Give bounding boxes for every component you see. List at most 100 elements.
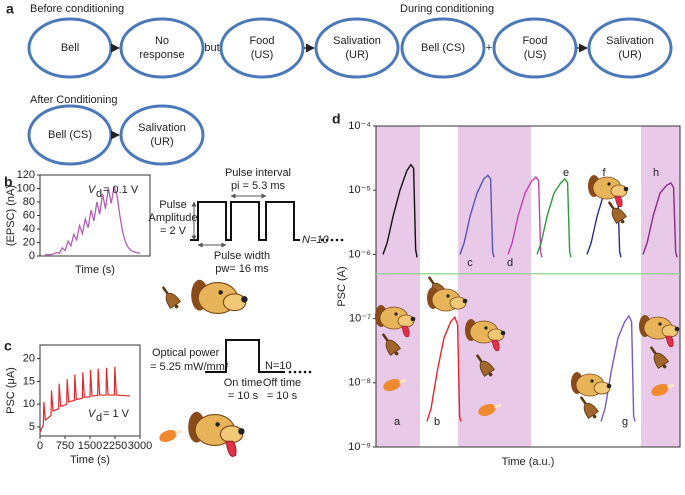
shaded-region	[641, 126, 680, 447]
dog-eye	[446, 294, 450, 298]
inset-text: = 10 s	[267, 390, 298, 402]
y-tick-label: 120	[17, 169, 35, 181]
y-tick-label: 10⁻⁹	[348, 441, 371, 453]
node-label: (US)	[524, 49, 547, 61]
bell-handle	[649, 346, 657, 355]
y-axis-label: PSC (A)	[336, 266, 348, 306]
dog-icon	[191, 279, 248, 314]
dog-nose	[623, 186, 629, 192]
y-tick-label: 10⁻⁷	[349, 313, 371, 325]
bell-body	[165, 292, 181, 309]
bell-clapper	[394, 351, 399, 356]
bell-icon	[649, 346, 669, 369]
bell-icon	[579, 396, 599, 419]
bell-body	[479, 360, 495, 377]
x-tick-label: 0	[37, 440, 43, 452]
bell-icon	[161, 286, 181, 309]
dog-eye	[215, 422, 220, 427]
data-line	[642, 181, 678, 258]
y-tick-label: 20	[23, 353, 35, 365]
shaded-region	[458, 126, 531, 447]
panel-label: b	[4, 174, 13, 190]
panel-label: d	[332, 111, 341, 127]
y-tick-label: 5	[29, 421, 35, 433]
data-line	[507, 176, 543, 258]
food-icon	[383, 378, 407, 392]
y-tick-label: 80	[23, 196, 35, 208]
node-label: (US)	[251, 49, 274, 61]
inset-text: = 2 V	[160, 225, 187, 237]
x-axis-label: Time (s)	[75, 264, 115, 276]
node-label: Salivation	[333, 35, 381, 47]
plot-frame	[375, 125, 681, 448]
x-axis-label: Time (a.u.)	[502, 456, 555, 468]
dog-icon	[588, 175, 629, 208]
data-line	[600, 314, 636, 422]
y-tick-label: 15	[23, 375, 35, 387]
dog-snout	[449, 296, 467, 310]
flow-node	[400, 17, 486, 79]
bell-clapper	[592, 414, 597, 419]
y-axis-label: (EPSC) (nA)	[5, 185, 17, 246]
annotation: = 1 V	[103, 408, 130, 420]
food-icon	[651, 383, 675, 397]
bell-handle	[579, 396, 587, 405]
bell-icon	[475, 354, 495, 377]
x-tick-label: 3000	[128, 440, 152, 452]
node-label: Bell (CS)	[421, 42, 465, 54]
connector: +	[486, 42, 492, 54]
bell-body	[385, 339, 401, 356]
dog-snout	[397, 314, 415, 328]
dog-eye	[218, 290, 223, 295]
dog-snout	[593, 381, 611, 395]
bell-clapper	[662, 364, 667, 369]
node-label: (UR)	[345, 49, 368, 61]
dog-tongue	[614, 195, 623, 208]
food-bone	[175, 429, 183, 435]
inset-text: Pulse	[159, 199, 187, 211]
node-label: Salivation	[138, 122, 186, 134]
food-icon	[159, 429, 183, 443]
food-bone	[667, 383, 675, 389]
node-label: No	[155, 35, 169, 47]
dog-eye	[484, 326, 488, 330]
y-tick-label: 10	[23, 398, 35, 410]
dog-nose	[410, 316, 416, 322]
x-tick-label: 2250	[103, 440, 127, 452]
dog-snout	[487, 328, 505, 342]
dog-nose	[500, 330, 506, 336]
dog-icon	[465, 319, 506, 352]
node-label: response	[139, 49, 184, 61]
bell-clapper	[488, 372, 493, 377]
node-label: Bell (CS)	[48, 129, 92, 141]
dots	[325, 238, 329, 242]
inset-text: = 5.25 mW/mm²	[150, 361, 229, 373]
data-line	[39, 366, 131, 433]
curve-label: f	[602, 167, 606, 179]
curve-label: g	[622, 416, 628, 428]
dog-tongue	[491, 339, 500, 352]
y-tick-label: 10⁻⁶	[348, 248, 371, 260]
dog-icon	[188, 411, 245, 457]
flow-node	[314, 17, 400, 79]
dots	[335, 238, 339, 242]
dog-eye	[658, 322, 662, 326]
annotation: V	[88, 408, 97, 420]
dots	[340, 238, 344, 242]
curve-label: d	[507, 257, 513, 269]
dog-icon	[639, 315, 680, 348]
y-tick-label: 100	[17, 182, 35, 194]
dog-nose	[674, 326, 680, 332]
dots	[298, 370, 302, 374]
flow-node	[119, 17, 205, 79]
dots	[330, 238, 334, 242]
data-line	[459, 174, 495, 258]
flow-node	[219, 17, 305, 79]
section-title: Before conditioning	[30, 3, 124, 15]
node-label: Food	[249, 35, 274, 47]
bell-handle	[475, 354, 483, 363]
food-meat	[159, 429, 177, 443]
inset-text: pw= 16 ms	[215, 263, 269, 275]
y-tick-label: 10⁻⁴	[348, 120, 371, 132]
